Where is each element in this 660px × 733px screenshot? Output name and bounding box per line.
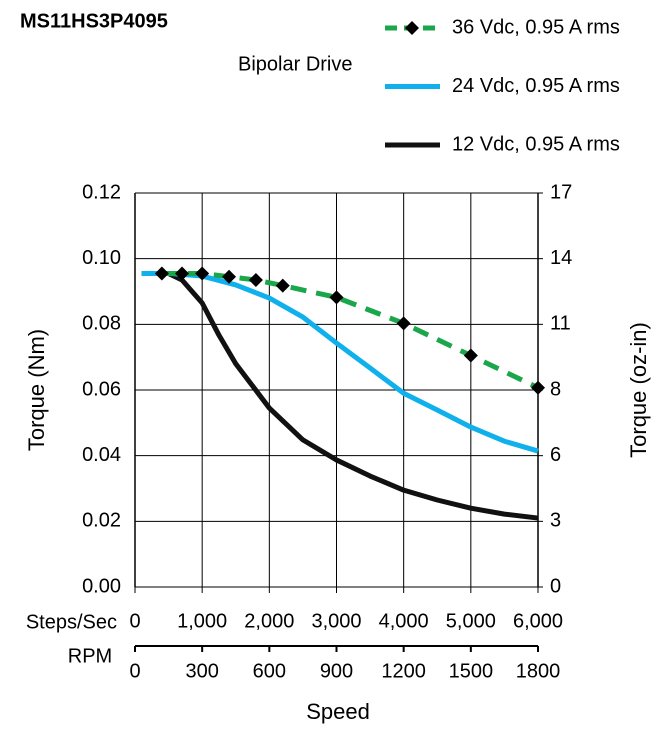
x-axis-label: Steps/Sec — [26, 611, 117, 633]
y2-axis-label: Torque (oz-in) — [626, 322, 651, 458]
legend-marker — [405, 21, 419, 35]
series-line — [161, 270, 540, 390]
x2-tick-label: 1500 — [449, 660, 494, 682]
x-axis-title: Speed — [306, 699, 370, 724]
y2-tick-label: 14 — [550, 247, 572, 269]
legend-label: 24 Vdc, 0.95 A rms — [452, 75, 620, 97]
x-tick-label: 6,000 — [513, 610, 563, 632]
y-tick-label: 0.08 — [82, 313, 121, 335]
x2-axis-label: RPM — [68, 645, 112, 667]
x2-tick-label: 1800 — [516, 660, 561, 682]
y2-tick-label: 3 — [550, 510, 561, 532]
data-marker — [195, 266, 210, 281]
x-tick-label: 4,000 — [379, 610, 429, 632]
y-tick-label: 0.04 — [82, 444, 121, 466]
x2-tick-label: 300 — [185, 660, 218, 682]
data-marker — [154, 266, 169, 281]
series-line — [141, 270, 539, 521]
x2-tick-label: 600 — [253, 660, 286, 682]
x-tick-label: 0 — [129, 610, 140, 632]
y2-tick-label: 0 — [550, 575, 561, 597]
x-tick-label: 3,000 — [311, 610, 361, 632]
data-marker — [275, 278, 290, 293]
y-tick-label: 0.12 — [82, 181, 121, 203]
y-tick-label: 0.00 — [82, 575, 121, 597]
x2-tick-label: 0 — [129, 660, 140, 682]
x2-tick-label: 900 — [320, 660, 353, 682]
y2-tick-label: 17 — [550, 181, 572, 203]
x-tick-label: 2,000 — [244, 610, 294, 632]
data-marker — [329, 290, 344, 305]
data-marker — [222, 269, 237, 284]
y-tick-label: 0.10 — [82, 247, 121, 269]
y-tick-label: 0.06 — [82, 378, 121, 400]
chart-title: MS11HS3P4095 — [20, 10, 168, 32]
y2-tick-label: 6 — [550, 444, 561, 466]
data-marker — [175, 266, 190, 281]
data-marker — [463, 348, 478, 363]
y2-tick-label: 11 — [550, 313, 571, 335]
y-tick-label: 0.02 — [82, 510, 121, 532]
data-marker — [248, 273, 263, 288]
data-marker — [396, 316, 411, 331]
y-axis-label: Torque (Nm) — [24, 329, 49, 451]
x2-tick-label: 1200 — [381, 660, 426, 682]
y2-tick-label: 8 — [550, 378, 561, 400]
legend-label: 36 Vdc, 0.95 A rms — [452, 16, 620, 38]
chart-subtitle: Bipolar Drive — [238, 53, 352, 75]
x-tick-label: 5,000 — [446, 610, 496, 632]
legend-label: 12 Vdc, 0.95 A rms — [452, 133, 620, 155]
x-tick-label: 1,000 — [177, 610, 227, 632]
data-marker — [531, 380, 545, 395]
